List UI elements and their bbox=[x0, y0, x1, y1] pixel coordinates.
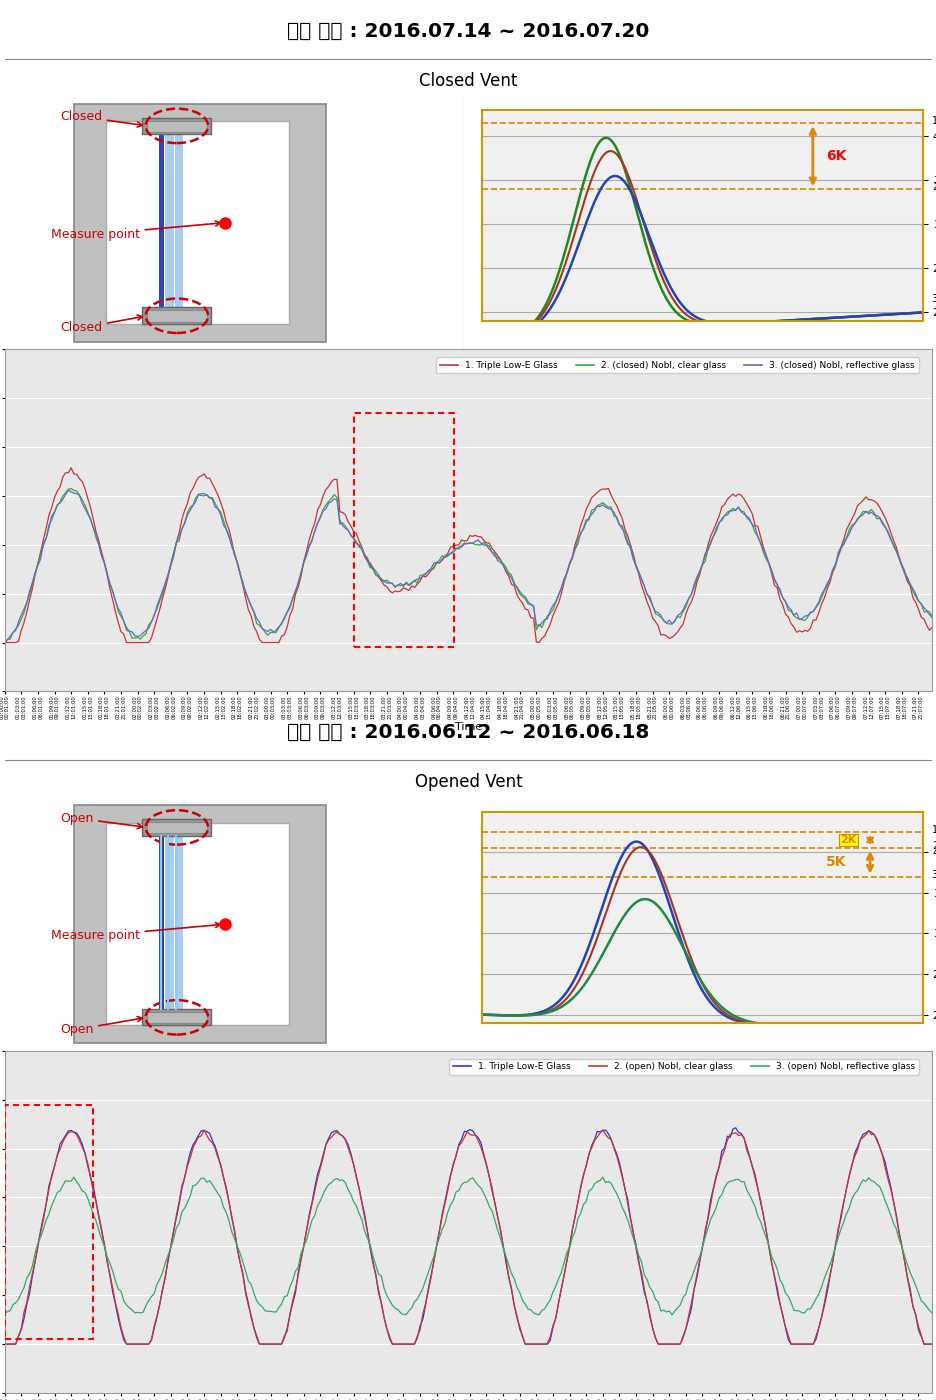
Text: 3.: 3. bbox=[930, 294, 936, 304]
Bar bbox=[166, 129, 173, 319]
Text: 2.: 2. bbox=[930, 182, 936, 192]
Text: Opened Vent: Opened Vent bbox=[415, 773, 521, 791]
Bar bbox=[147, 1012, 207, 1023]
Bar bbox=[142, 1009, 212, 1025]
Text: Closed Vent: Closed Vent bbox=[419, 71, 517, 90]
Bar bbox=[74, 805, 326, 1043]
Text: Open: Open bbox=[60, 1016, 142, 1036]
Text: 1.: 1. bbox=[930, 116, 936, 126]
Bar bbox=[147, 311, 207, 322]
Bar bbox=[106, 823, 289, 1025]
Text: Measure point: Measure point bbox=[51, 221, 220, 241]
Bar bbox=[174, 830, 183, 1021]
Text: 3.: 3. bbox=[930, 869, 936, 881]
Text: Measure point: Measure point bbox=[51, 923, 220, 942]
Text: 실험 일자 : 2016.07.14 ~ 2016.07.20: 실험 일자 : 2016.07.14 ~ 2016.07.20 bbox=[287, 21, 649, 41]
X-axis label: Time: Time bbox=[454, 722, 482, 732]
Bar bbox=[174, 129, 183, 319]
Text: 6K: 6K bbox=[826, 150, 845, 164]
Legend: 1. Triple Low-E Glass, 2. (closed) Nobl, clear glass, 3. (closed) Nobl, reflecti: 1. Triple Low-E Glass, 2. (closed) Nobl,… bbox=[435, 357, 917, 374]
Bar bbox=[74, 104, 326, 342]
Bar bbox=[166, 830, 173, 1021]
Text: 실험 일자 : 2016.06.12 ~ 2016.06.18: 실험 일자 : 2016.06.12 ~ 2016.06.18 bbox=[287, 722, 649, 742]
Bar bbox=[158, 830, 165, 1021]
Bar bbox=[142, 819, 212, 836]
Text: 2K: 2K bbox=[840, 834, 856, 846]
Bar bbox=[147, 120, 207, 132]
Bar bbox=[158, 129, 165, 319]
Text: 2.: 2. bbox=[930, 841, 936, 851]
Text: 5K: 5K bbox=[826, 855, 845, 869]
Text: Closed: Closed bbox=[60, 111, 142, 127]
Text: 1.: 1. bbox=[930, 825, 936, 836]
Bar bbox=[142, 118, 212, 134]
Bar bbox=[106, 122, 289, 323]
Text: Closed: Closed bbox=[60, 315, 142, 335]
Text: Open: Open bbox=[60, 812, 142, 829]
Legend: 1. Triple Low-E Glass, 2. (open) Nobl, clear glass, 3. (open) Nobl, reflective g: 1. Triple Low-E Glass, 2. (open) Nobl, c… bbox=[448, 1058, 917, 1075]
Bar bbox=[147, 822, 207, 833]
Bar bbox=[142, 308, 212, 323]
